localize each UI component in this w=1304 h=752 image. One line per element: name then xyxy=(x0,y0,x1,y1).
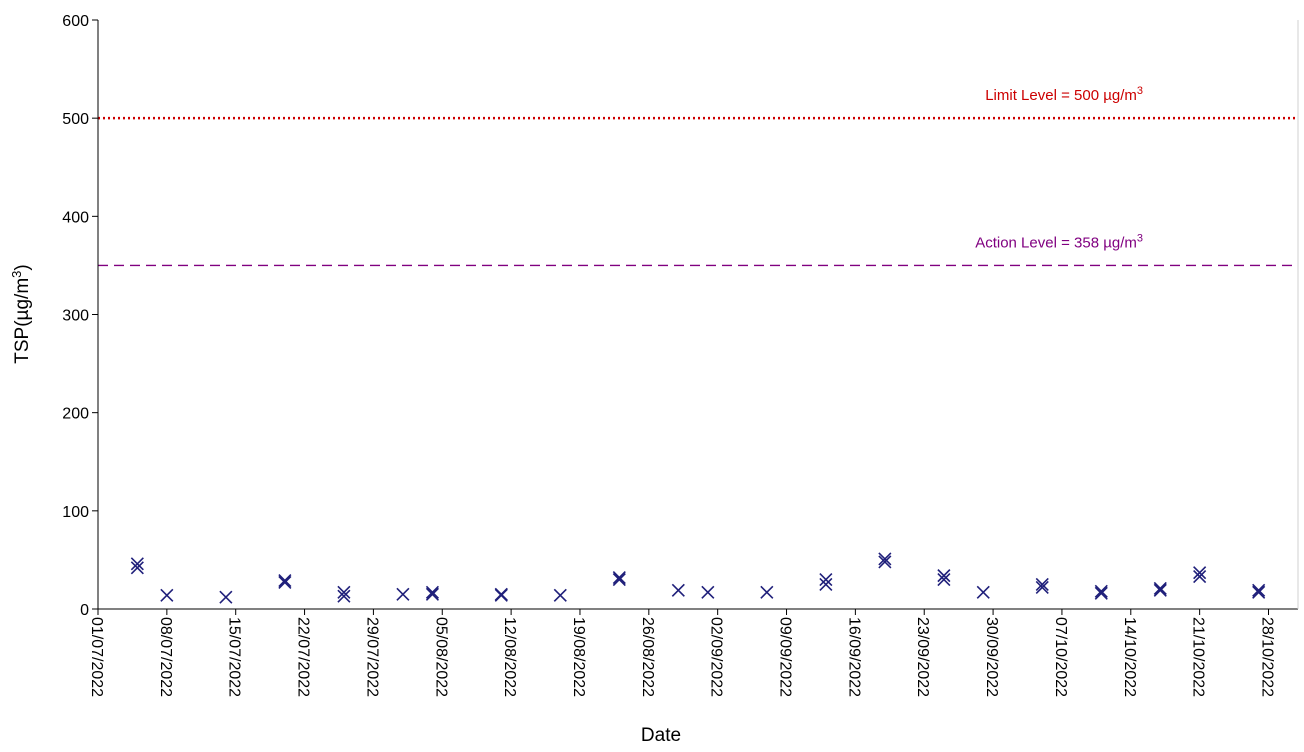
y-axis-ticks: 0 100 200 300 400 500 600 xyxy=(62,13,98,619)
data-point xyxy=(976,585,990,599)
data-point xyxy=(937,572,951,587)
x-tick-label: 15/07/2022 xyxy=(226,617,243,697)
data-point xyxy=(278,575,292,590)
data-point xyxy=(937,569,951,583)
data-point xyxy=(878,552,892,566)
x-tick-label: 23/09/2022 xyxy=(914,617,931,697)
data-point xyxy=(553,588,567,602)
axes xyxy=(97,20,1299,610)
data-points xyxy=(130,552,1266,604)
data-point xyxy=(1193,570,1207,584)
y-tick-label: 500 xyxy=(62,111,89,128)
data-point xyxy=(337,589,351,603)
data-point xyxy=(130,557,144,571)
reference-lines xyxy=(98,116,1298,267)
data-point xyxy=(396,587,410,601)
x-tick-label: 26/08/2022 xyxy=(639,617,656,697)
data-point xyxy=(1252,583,1266,597)
x-tick-label: 19/08/2022 xyxy=(570,617,587,697)
x-tick-label: 28/10/2022 xyxy=(1258,617,1275,697)
data-point xyxy=(494,587,508,601)
x-tick-label: 22/07/2022 xyxy=(295,617,312,697)
x-tick-label: 30/09/2022 xyxy=(983,617,1000,697)
x-tick-label: 14/10/2022 xyxy=(1121,617,1138,697)
x-tick-label: 08/07/2022 xyxy=(157,617,174,697)
x-tick-label: 07/10/2022 xyxy=(1052,617,1069,697)
data-point xyxy=(612,572,626,587)
data-point xyxy=(1153,581,1167,595)
x-tick-label: 09/09/2022 xyxy=(777,617,794,697)
data-point xyxy=(819,577,833,592)
data-point xyxy=(1094,584,1108,598)
data-point xyxy=(1094,586,1108,600)
data-point xyxy=(671,583,685,597)
x-tick-label: 29/07/2022 xyxy=(363,617,380,697)
y-tick-label: 300 xyxy=(62,308,89,325)
data-point xyxy=(1252,585,1266,599)
data-point xyxy=(878,555,892,569)
x-tick-label: 01/07/2022 xyxy=(88,617,105,697)
y-tick-label: 200 xyxy=(62,406,89,423)
x-tick-label: 02/09/2022 xyxy=(708,617,725,697)
data-point xyxy=(1035,580,1049,594)
data-point xyxy=(760,585,774,599)
data-point xyxy=(819,572,833,587)
reference-line-labels: Limit Level = 500 µg/m3 Action Level = 35… xyxy=(975,85,1143,251)
limit-level-label: Limit Level = 500 µg/m3 xyxy=(985,85,1143,104)
data-point xyxy=(425,585,439,599)
x-tick-label: 16/09/2022 xyxy=(845,617,862,697)
data-point xyxy=(1035,577,1049,592)
data-point xyxy=(612,571,626,585)
data-point xyxy=(1193,566,1207,580)
x-tick-label: 21/10/2022 xyxy=(1190,617,1207,697)
data-point xyxy=(130,561,144,575)
data-point xyxy=(701,585,715,599)
action-level-label: Action Level = 358 µg/m3 xyxy=(975,232,1143,251)
x-axis-label: Date xyxy=(641,725,681,746)
data-point xyxy=(337,585,351,599)
y-tick-label: 0 xyxy=(80,602,89,619)
y-axis-label: TSP(µg/m3) xyxy=(9,264,33,363)
data-point xyxy=(425,587,439,601)
y-tick-label: 600 xyxy=(62,13,89,30)
data-point xyxy=(1153,583,1167,597)
data-point xyxy=(160,588,174,602)
y-tick-label: 100 xyxy=(62,504,89,521)
x-tick-label: 05/08/2022 xyxy=(432,617,449,697)
data-point xyxy=(219,590,233,604)
data-point xyxy=(278,573,292,588)
y-tick-label: 400 xyxy=(62,209,89,226)
x-tick-label: 12/08/2022 xyxy=(501,617,518,697)
x-axis-ticks: 01/07/2022 08/07/2022 15/07/2022 22/07/2022… xyxy=(88,609,1275,697)
